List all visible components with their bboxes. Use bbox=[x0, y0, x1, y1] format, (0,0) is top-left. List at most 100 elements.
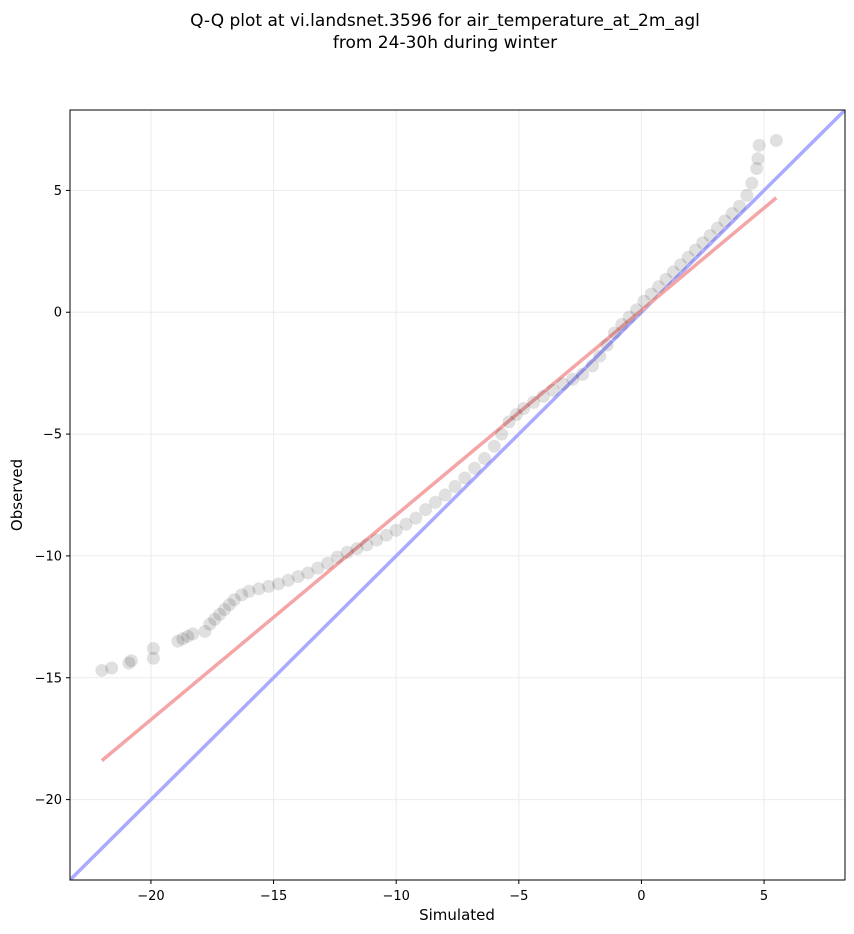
quantile-point bbox=[419, 503, 433, 517]
quantile-point bbox=[218, 603, 232, 617]
quantile-point bbox=[340, 545, 354, 559]
quantile-point bbox=[448, 479, 462, 493]
quantile-point bbox=[593, 349, 607, 363]
quantile-point bbox=[637, 294, 651, 308]
quantile-point bbox=[751, 152, 765, 166]
quantile-point bbox=[370, 533, 384, 547]
reference-lines bbox=[70, 110, 845, 880]
quantile-point bbox=[281, 573, 295, 587]
quantile-point bbox=[718, 214, 732, 228]
quantile-point bbox=[468, 461, 482, 475]
quantile-point bbox=[622, 310, 636, 324]
quantile-point bbox=[630, 303, 644, 317]
x-tick-label: 0 bbox=[637, 889, 645, 904]
quantile-point bbox=[208, 612, 222, 626]
quantile-point bbox=[360, 538, 374, 552]
axis-ticks: −20 −15 −10 −5 0 5 −20 −15 −10 −5 0 5 bbox=[35, 184, 769, 904]
quantile-point bbox=[740, 188, 754, 202]
quantile-point bbox=[146, 642, 160, 656]
fit-line bbox=[100, 196, 778, 762]
quantile-point bbox=[389, 523, 403, 537]
quantile-point bbox=[733, 199, 747, 213]
quantile-point bbox=[710, 221, 724, 235]
quantile-point bbox=[122, 656, 136, 670]
quantile-point bbox=[696, 236, 710, 250]
quantile-point bbox=[688, 243, 702, 257]
chart-title-line-2: from 24-30h during winter bbox=[333, 33, 557, 53]
quantile-point bbox=[176, 632, 190, 646]
y-tick-label: 5 bbox=[54, 184, 62, 199]
y-tick-label: 0 bbox=[54, 306, 62, 321]
quantile-point bbox=[517, 401, 531, 415]
quantile-point bbox=[222, 598, 236, 612]
x-tick-label: −15 bbox=[260, 889, 287, 904]
quantile-point bbox=[644, 287, 658, 301]
quantile-point bbox=[235, 588, 249, 602]
x-tick-label: −20 bbox=[137, 889, 164, 904]
quantile-point bbox=[379, 528, 393, 542]
quantile-point bbox=[409, 511, 423, 525]
y-axis-label: Observed bbox=[8, 459, 26, 531]
quantile-point bbox=[566, 372, 580, 386]
quantile-point bbox=[271, 577, 285, 591]
quantile-point bbox=[311, 561, 325, 575]
quantile-point bbox=[399, 517, 413, 531]
quantile-point bbox=[652, 280, 666, 294]
quantile-point bbox=[607, 326, 621, 340]
quantile-point bbox=[752, 138, 766, 152]
quantile-point bbox=[186, 627, 200, 641]
quantile-point bbox=[487, 439, 501, 453]
quantile-point bbox=[146, 651, 160, 665]
quantile-point bbox=[301, 566, 315, 580]
quantile-point bbox=[556, 377, 570, 391]
quantile-point bbox=[330, 550, 344, 564]
quantile-point bbox=[198, 624, 212, 638]
quantile-point bbox=[321, 556, 335, 570]
quantile-point bbox=[171, 634, 185, 648]
quantile-point bbox=[674, 258, 688, 272]
quantile-point bbox=[438, 488, 452, 502]
quantile-point bbox=[576, 367, 590, 381]
quantile-point bbox=[600, 338, 614, 352]
quantile-point bbox=[428, 495, 442, 509]
quantile-point bbox=[291, 570, 305, 584]
quantile-points bbox=[95, 133, 783, 677]
x-tick-label: −5 bbox=[509, 889, 528, 904]
quantile-point bbox=[666, 265, 680, 279]
quantile-point bbox=[124, 654, 138, 668]
quantile-point bbox=[95, 663, 109, 677]
chart-title-line-1: Q-Q plot at vi.landsnet.3596 for air_tem… bbox=[190, 11, 700, 31]
quantile-point bbox=[213, 607, 227, 621]
quantile-point bbox=[659, 272, 673, 286]
quantile-point bbox=[725, 207, 739, 221]
quantile-point bbox=[750, 161, 764, 175]
quantile-point bbox=[105, 661, 119, 675]
quantile-point bbox=[681, 250, 695, 264]
quantile-point bbox=[536, 389, 550, 403]
x-axis-label: Simulated bbox=[419, 906, 495, 924]
y-tick-label: −5 bbox=[43, 428, 62, 443]
quantile-point bbox=[509, 408, 523, 422]
quantile-point bbox=[252, 582, 266, 596]
quantile-point bbox=[495, 427, 509, 441]
y-tick-label: −15 bbox=[35, 671, 62, 686]
quantile-point bbox=[769, 133, 783, 147]
x-tick-label: 5 bbox=[760, 889, 768, 904]
quantile-point bbox=[227, 593, 241, 607]
y-tick-label: −10 bbox=[35, 549, 62, 564]
quantile-point bbox=[242, 584, 256, 598]
quantile-point bbox=[203, 617, 217, 631]
quantile-point bbox=[615, 317, 629, 331]
x-tick-label: −10 bbox=[382, 889, 409, 904]
quantile-point bbox=[546, 383, 560, 397]
quantile-point bbox=[477, 451, 491, 465]
quantile-point bbox=[703, 228, 717, 242]
quantile-point bbox=[350, 542, 364, 556]
quantile-point bbox=[262, 579, 276, 593]
quantile-point bbox=[745, 176, 759, 190]
quantile-point bbox=[181, 629, 195, 643]
one-to-one-reference-line bbox=[70, 110, 845, 880]
quantile-point bbox=[585, 359, 599, 373]
y-tick-label: −20 bbox=[35, 793, 62, 808]
